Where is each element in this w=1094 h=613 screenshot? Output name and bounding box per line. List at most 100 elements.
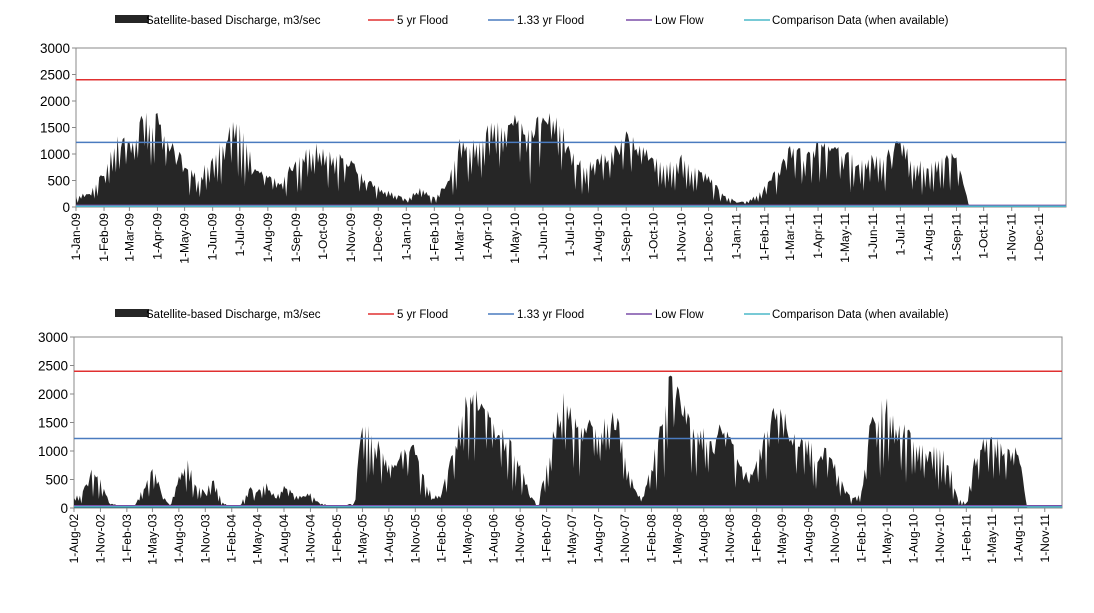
x-tick-label: 1-Sep-10	[619, 213, 633, 263]
x-tick-label: 1-Aug-09	[802, 514, 816, 564]
y-tick-label: 500	[45, 473, 68, 488]
legend-label: 1.33 yr Flood	[517, 309, 584, 321]
legend-label: 1.33 yr Flood	[517, 15, 584, 27]
legend-swatch-discharge	[115, 15, 149, 23]
y-tick-label: 1500	[38, 416, 68, 431]
x-tick-label: 1-Jan-09	[69, 213, 83, 261]
x-tick-label: 1-Aug-10	[906, 514, 920, 564]
x-tick-label: 1-Nov-06	[513, 514, 527, 564]
discharge-area	[74, 375, 1032, 508]
x-tick-label: 1-Feb-10	[854, 514, 868, 563]
chart-1: Satellite-based Discharge, m3/sec 5 yr Fl…	[40, 15, 1067, 264]
x-tick-label: 1-Aug-10	[591, 213, 605, 263]
x-tick-label: 1-Sep-09	[289, 213, 303, 263]
x-tick-label: 1-Feb-08	[644, 514, 658, 563]
x-tick-label: 1-May-09	[775, 514, 789, 565]
x-tick-label: 1-Jun-10	[536, 213, 550, 261]
y-tick-label: 500	[47, 174, 70, 189]
x-tick-label: 1-May-04	[251, 514, 265, 565]
y-tick-label: 1000	[40, 147, 70, 162]
x-tick-label: 1-Feb-10	[427, 213, 441, 262]
x-tick-label: 1-Jun-09	[206, 213, 220, 261]
legend-label: Comparison Data (when available)	[772, 15, 949, 27]
x-tick-label: 1-May-05	[355, 514, 369, 565]
x-tick-label: 1-Feb-07	[540, 514, 554, 563]
x-tick-label: 1-Aug-03	[172, 514, 186, 564]
x-tick-label: 1-Nov-10	[933, 514, 947, 564]
x-tick-label: 1-May-10	[508, 213, 522, 264]
legend-label: 5 yr Flood	[397, 15, 448, 27]
x-tick-label: 1-Nov-11	[1005, 213, 1019, 262]
y-axis: 0 500 1000 1500 2000 2500 3000	[38, 330, 74, 516]
y-tick-label: 1500	[40, 121, 70, 136]
x-tick-label: 1-May-07	[565, 514, 579, 565]
x-tick-label: 1-Oct-11	[977, 213, 991, 259]
legend: Satellite-based Discharge, m3/sec 5 yr Fl…	[115, 15, 949, 27]
x-tick-label: 1-Dec-10	[702, 213, 716, 263]
x-tick-label: 1-May-11	[985, 514, 999, 564]
x-tick-label: 1-May-03	[145, 514, 159, 565]
x-tick-label: 1-Dec-09	[371, 213, 385, 263]
legend-label: Satellite-based Discharge, m3/sec	[146, 309, 321, 321]
x-tick-label: 1-Mar-09	[122, 213, 136, 262]
x-tick-label: 1-Feb-04	[225, 514, 239, 563]
y-tick-label: 2000	[40, 94, 70, 109]
x-tick-label: 1-Feb-11	[758, 213, 772, 261]
legend-label: Low Flow	[655, 15, 704, 27]
x-tick-label: 1-Nov-07	[618, 514, 632, 564]
x-tick-label: 1-Feb-06	[435, 514, 449, 563]
x-tick-label: 1-Aug-06	[487, 514, 501, 564]
x-tick-label: 1-Mar-10	[453, 213, 467, 262]
y-axis: 0 500 1000 1500 2000 2500 3000	[40, 41, 76, 215]
x-tick-label: 1-Jul-11	[893, 213, 907, 256]
x-tick-label: 1-Jan-11	[730, 213, 744, 260]
x-axis: 1-Aug-02 1-Nov-02 1-Feb-03 1-May-03 1-Aug-03…	[67, 508, 1052, 565]
x-tick-label: 1-Nov-11	[1038, 514, 1052, 563]
y-tick-label: 3000	[40, 41, 70, 56]
x-tick-label: 1-May-10	[880, 514, 894, 565]
x-tick-label: 1-Nov-04	[303, 514, 317, 564]
x-tick-label: 1-Oct-10	[646, 213, 660, 260]
x-tick-label: 1-Feb-05	[330, 514, 344, 563]
x-tick-label: 1-Aug-02	[67, 514, 81, 564]
x-axis: 1-Jan-09 1-Feb-09 1-Mar-09 1-Apr-09 1-May-09…	[69, 207, 1046, 264]
chart-2: Satellite-based Discharge, m3/sec 5 yr Fl…	[38, 309, 1063, 565]
x-tick-label: 1-Sep-11	[950, 213, 964, 262]
discharge-area	[76, 112, 975, 207]
x-tick-label: 1-Mar-11	[783, 213, 797, 261]
legend-label: Satellite-based Discharge, m3/sec	[146, 15, 321, 27]
legend: Satellite-based Discharge, m3/sec 5 yr Fl…	[115, 309, 949, 321]
y-tick-label: 0	[60, 501, 68, 516]
y-tick-label: 2500	[38, 359, 68, 374]
y-tick-label: 2000	[38, 387, 68, 402]
x-tick-label: 1-Jul-10	[563, 213, 577, 257]
x-tick-label: 1-Feb-11	[959, 514, 973, 562]
x-tick-label: 1-May-11	[838, 213, 852, 263]
x-tick-label: 1-Nov-02	[93, 514, 107, 564]
x-tick-label: 1-Nov-03	[198, 514, 212, 564]
x-tick-label: 1-Feb-09	[97, 213, 111, 262]
x-tick-label: 1-Aug-05	[382, 514, 396, 564]
x-tick-label: 1-May-08	[670, 514, 684, 565]
y-tick-label: 2500	[40, 68, 70, 83]
x-tick-label: 1-Nov-10	[674, 213, 688, 263]
x-tick-label: 1-Feb-09	[750, 514, 764, 563]
x-tick-label: 1-Aug-07	[592, 514, 606, 564]
x-tick-label: 1-Nov-08	[723, 514, 737, 564]
x-tick-label: 1-Dec-11	[1032, 213, 1046, 262]
x-tick-label: 1-Jul-09	[233, 213, 247, 257]
x-tick-label: 1-Jun-11	[866, 213, 880, 260]
x-tick-label: 1-Oct-09	[316, 213, 330, 260]
legend-label: 5 yr Flood	[397, 309, 448, 321]
x-tick-label: 1-May-09	[178, 213, 192, 264]
x-tick-label: 1-Aug-11	[921, 213, 935, 262]
x-tick-label: 1-May-06	[460, 514, 474, 565]
x-tick-label: 1-Apr-11	[811, 213, 825, 259]
x-tick-label: 1-Nov-09	[828, 514, 842, 564]
x-tick-label: 1-Feb-03	[120, 514, 134, 563]
y-tick-label: 3000	[38, 330, 68, 345]
y-tick-label: 0	[62, 200, 70, 215]
x-tick-label: 1-Aug-08	[697, 514, 711, 564]
legend-label: Comparison Data (when available)	[772, 309, 949, 321]
